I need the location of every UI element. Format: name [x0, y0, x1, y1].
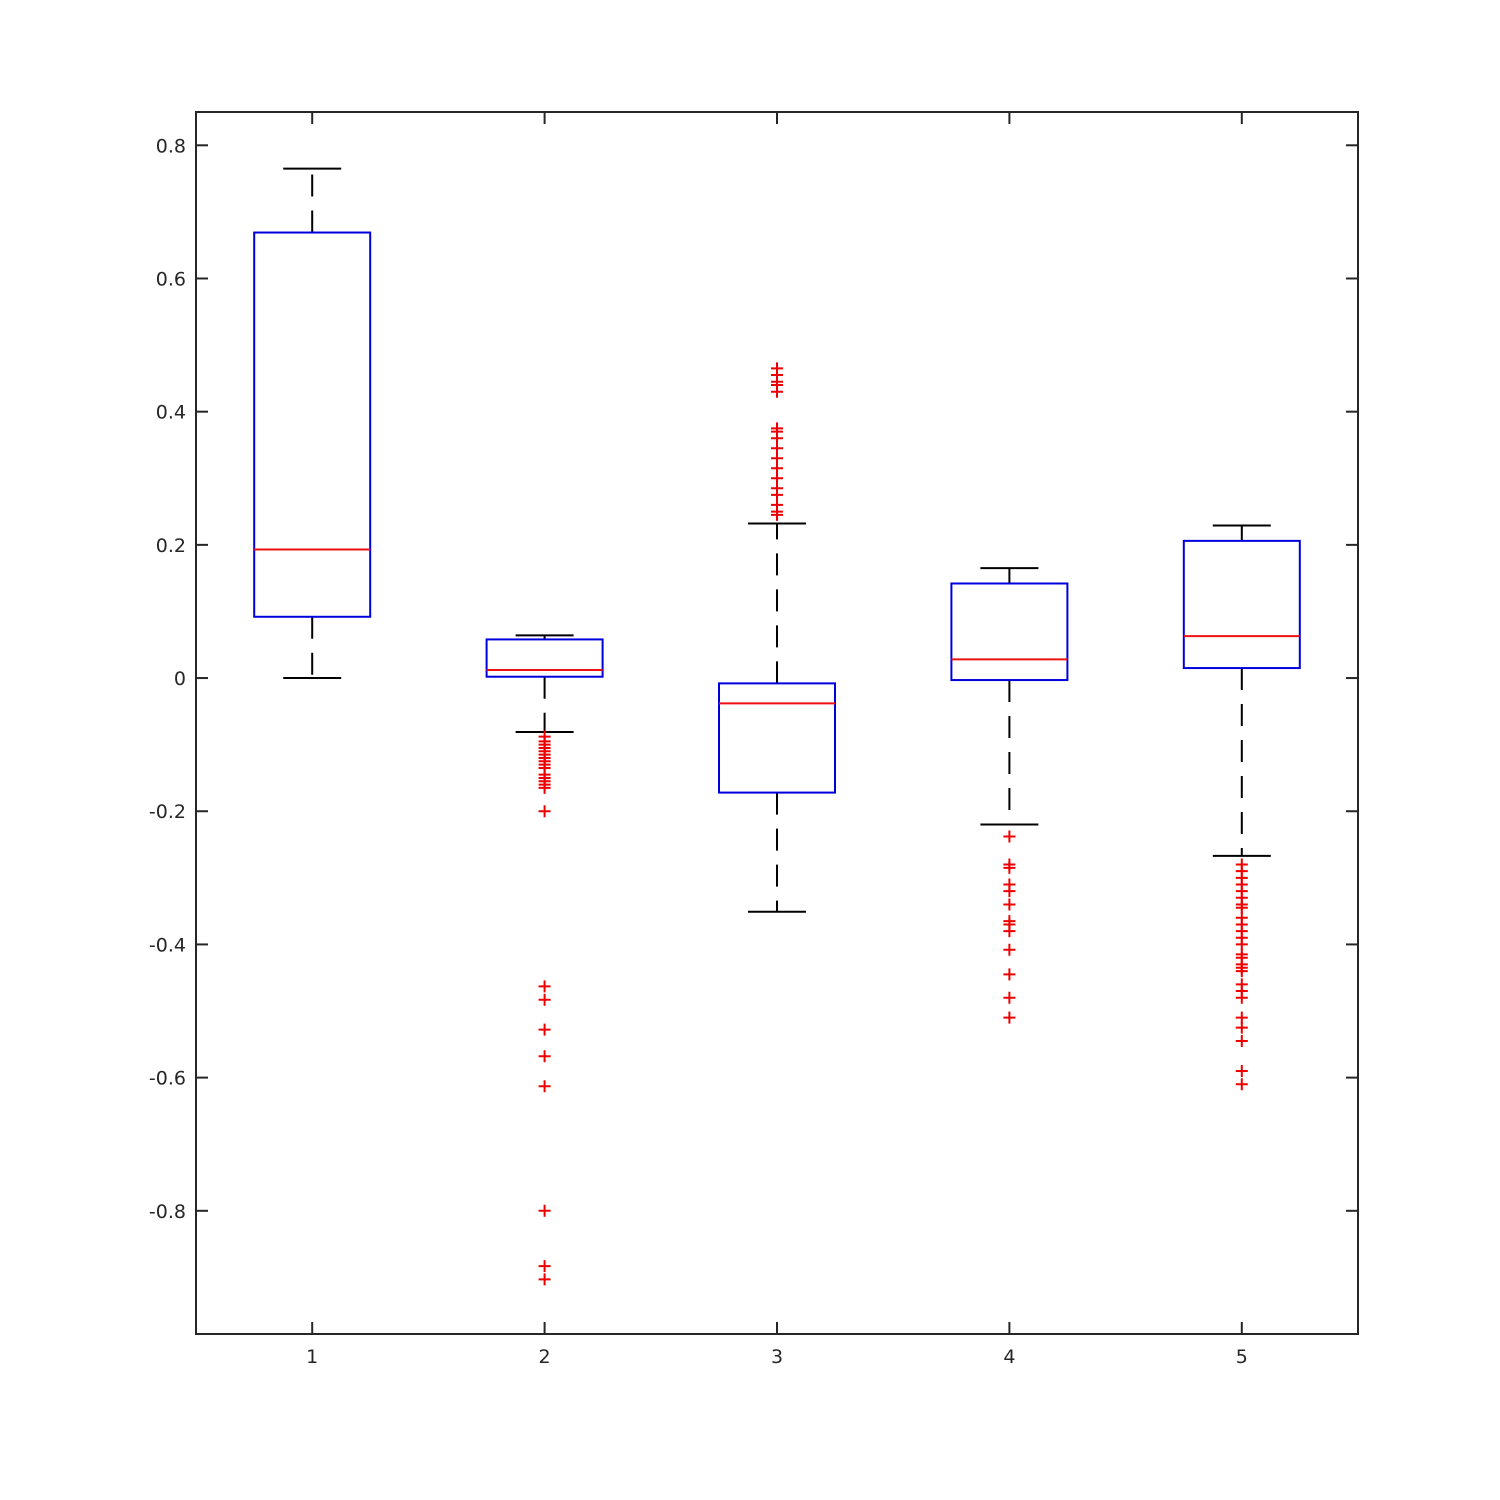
- outlier-marker: [538, 1050, 551, 1063]
- y-tick-label: -0.6: [149, 1068, 186, 1090]
- iqr-box: [1182, 539, 1301, 670]
- x-tick-label: 1: [306, 1346, 318, 1368]
- y-tick-label: -0.8: [149, 1201, 186, 1223]
- outlier-marker: [771, 422, 783, 435]
- outlier-marker: [1003, 898, 1016, 911]
- y-tick-label: -0.2: [149, 801, 186, 823]
- y-tick-label: 0.4: [156, 402, 186, 424]
- outlier-marker: [1235, 991, 1248, 1004]
- x-tick-label: 3: [771, 1346, 783, 1368]
- box-group-1: [253, 167, 372, 680]
- outlier-marker: [538, 1204, 551, 1217]
- x-tick-label: 4: [1003, 1346, 1015, 1368]
- outlier-marker: [538, 1023, 551, 1036]
- outlier-marker: [1235, 965, 1248, 978]
- outlier-marker: [538, 1260, 551, 1273]
- outlier-marker: [538, 781, 551, 794]
- box-group-2: [485, 634, 604, 1286]
- outlier-marker: [1003, 1011, 1016, 1024]
- iqr-box: [485, 638, 604, 678]
- outlier-marker: [1235, 1034, 1248, 1047]
- y-tick-label: -0.4: [149, 934, 186, 956]
- y-tick-label: 0.8: [156, 135, 186, 157]
- x-tick-label: 5: [1236, 1346, 1248, 1368]
- outlier-marker: [1003, 925, 1016, 938]
- axis-ticks: 0.8 0.6 0.4 0.2 0 -0.2 -0.4 -0.6 -0.8 1 2 3 4 5: [149, 112, 1358, 1368]
- outlier-marker: [1235, 1021, 1248, 1034]
- outlier-marker: [1003, 885, 1016, 898]
- outlier-marker: [538, 1273, 551, 1286]
- outlier-marker: [1235, 1078, 1248, 1091]
- box-group-5: [1182, 524, 1301, 1091]
- outlier-marker: [1003, 991, 1016, 1004]
- iqr-box: [253, 231, 372, 618]
- outlier-marker: [538, 993, 551, 1006]
- outlier-marker: [538, 805, 551, 818]
- outlier-marker: [1235, 1064, 1248, 1077]
- outlier-marker: [1003, 861, 1016, 874]
- iqr-box: [718, 682, 836, 794]
- box-group-4: [950, 567, 1069, 1024]
- iqr-box: [950, 582, 1069, 682]
- box-group-3: [718, 362, 836, 913]
- outlier-marker: [1003, 830, 1016, 843]
- y-tick-label: 0: [174, 668, 186, 690]
- outlier-marker: [538, 1080, 551, 1093]
- x-tick-label: 2: [539, 1346, 551, 1368]
- outlier-marker: [538, 980, 551, 993]
- outlier-marker: [1003, 943, 1016, 956]
- outlier-marker: [1003, 968, 1016, 981]
- y-tick-label: 0.2: [156, 535, 186, 557]
- outlier-marker: [771, 362, 783, 375]
- plot-area: [253, 167, 1301, 1286]
- y-tick-label: 0.6: [156, 268, 186, 290]
